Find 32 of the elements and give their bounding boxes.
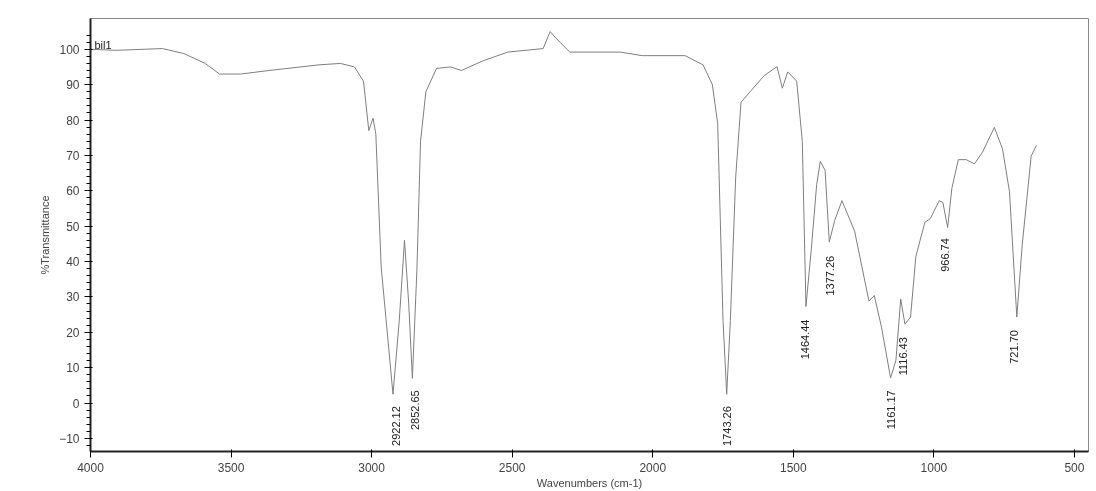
x-tick-label: 2000 — [639, 460, 667, 475]
annotation: 2922.12 — [389, 406, 402, 446]
annotation: 1464.44 — [799, 319, 812, 360]
annotation: 1116.43 — [897, 337, 910, 376]
x-tick-label: 1500 — [779, 460, 807, 475]
annotation: 2852.65 — [409, 390, 422, 431]
x-tick-label: 2500 — [498, 460, 526, 475]
x-tick-label: 3000 — [358, 460, 386, 475]
y-tick-label: 60 — [66, 184, 80, 199]
x-axis-title: Wavenumbers (cm-1) — [536, 476, 643, 489]
y-tick-label: 50 — [66, 219, 80, 234]
annotation: 966.74 — [939, 238, 952, 272]
y-axis-title: %Transmittance — [39, 195, 52, 275]
y-tick-label: 70 — [66, 148, 80, 163]
y-tick-label: 100 — [59, 42, 80, 57]
x-tick-label: 3500 — [217, 460, 245, 475]
y-tick-label: 20 — [66, 325, 80, 340]
y-tick-label: 30 — [66, 290, 80, 305]
annotation: 1377.26 — [823, 255, 836, 296]
y-tick-label: 80 — [66, 113, 80, 128]
x-tick-label: 4000 — [77, 460, 105, 475]
annotation: bil1 — [94, 38, 112, 51]
x-tick-label: 1000 — [920, 460, 948, 475]
annotation: 1743.26 — [720, 406, 733, 446]
annotation: 1161.17 — [884, 390, 897, 430]
y-tick-label: 0 — [72, 396, 80, 411]
x-tick-label: 500 — [1064, 460, 1085, 475]
y-tick-label: 10 — [66, 361, 80, 376]
y-tick-label: −10 — [59, 431, 80, 446]
y-tick-label: 90 — [66, 78, 80, 93]
annotation: 721.70 — [1008, 330, 1021, 364]
y-tick-label: 40 — [66, 255, 80, 270]
